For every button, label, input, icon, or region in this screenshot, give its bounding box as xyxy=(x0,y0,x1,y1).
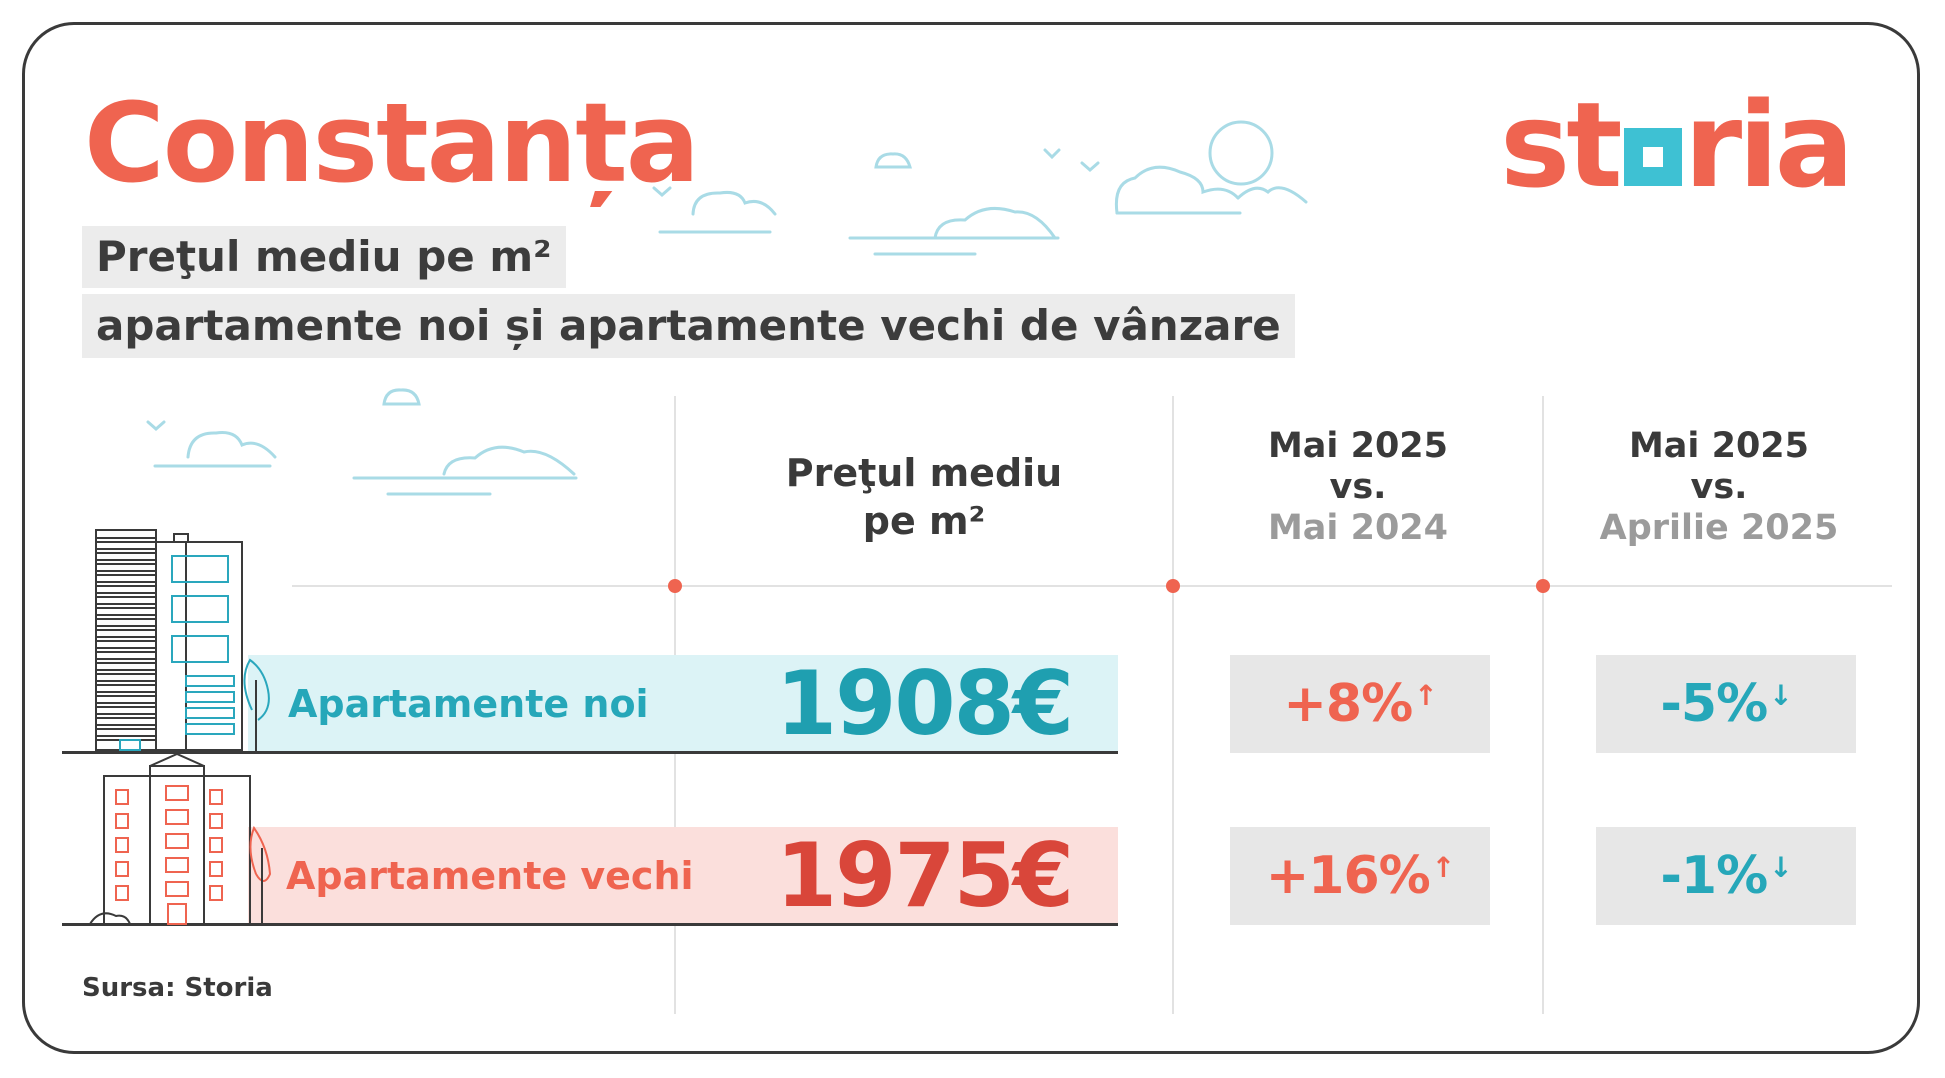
row-label-old: Apartamente vechi xyxy=(286,854,694,898)
column-header-price-line1: Preţul mediu xyxy=(785,451,1063,495)
city-title: Constanța xyxy=(84,79,700,207)
column-divider-3 xyxy=(1542,396,1544,1014)
ground-line-new xyxy=(62,751,252,754)
divider-dot-1 xyxy=(668,579,682,593)
arrow-down-icon: ↓ xyxy=(1769,851,1792,884)
subtitle-line-2: apartamente noi și apartamente vechi de … xyxy=(82,294,1295,358)
row-band-new xyxy=(248,655,1118,754)
price-new: 1908€ xyxy=(775,652,1074,755)
column-header-mom-line3: Aprilie 2025 xyxy=(1599,508,1839,548)
column-header-yoy-line1: Mai 2025 xyxy=(1267,426,1449,466)
change-yoy-new-value: +8% xyxy=(1283,674,1413,734)
change-yoy-new: +8%↑ xyxy=(1230,655,1490,753)
arrow-down-icon: ↓ xyxy=(1769,679,1792,712)
column-header-yoy-line2: vs. xyxy=(1329,467,1387,507)
column-header-price-line2: pe m² xyxy=(862,499,986,543)
subtitle-line-1: Preţul mediu pe m² xyxy=(82,226,566,288)
change-yoy-old-value: +16% xyxy=(1265,846,1431,906)
storia-logo: st ria xyxy=(1500,90,1852,200)
header-divider xyxy=(292,585,1892,587)
row-label-new: Apartamente noi xyxy=(288,682,649,726)
old-building-icon xyxy=(89,752,272,925)
column-header-price: Preţul mediu pe m² xyxy=(676,449,1172,545)
svg-text:ria: ria xyxy=(1684,90,1850,200)
change-yoy-old: +16%↑ xyxy=(1230,827,1490,925)
column-divider-2 xyxy=(1172,396,1174,1014)
change-mom-old: -1%↓ xyxy=(1596,827,1856,925)
svg-text:st: st xyxy=(1500,90,1620,200)
divider-dot-3 xyxy=(1536,579,1550,593)
change-mom-new: -5%↓ xyxy=(1596,655,1856,753)
new-building-icon xyxy=(95,529,270,752)
source-note: Sursa: Storia xyxy=(82,973,273,1003)
column-header-yoy-line3: Mai 2024 xyxy=(1267,508,1449,548)
column-header-mom-line1: Mai 2025 xyxy=(1628,426,1810,466)
change-mom-old-value: -1% xyxy=(1660,846,1768,906)
column-header-mom: Mai 2025 vs. Aprilie 2025 xyxy=(1544,426,1894,549)
price-old: 1975€ xyxy=(775,824,1074,927)
change-mom-new-value: -5% xyxy=(1660,674,1768,734)
row-band-old xyxy=(248,827,1118,926)
divider-dot-2 xyxy=(1166,579,1180,593)
arrow-up-icon: ↑ xyxy=(1414,679,1437,712)
arrow-up-icon: ↑ xyxy=(1431,851,1455,884)
column-header-mom-line2: vs. xyxy=(1690,467,1748,507)
column-header-yoy: Mai 2025 vs. Mai 2024 xyxy=(1174,426,1542,549)
